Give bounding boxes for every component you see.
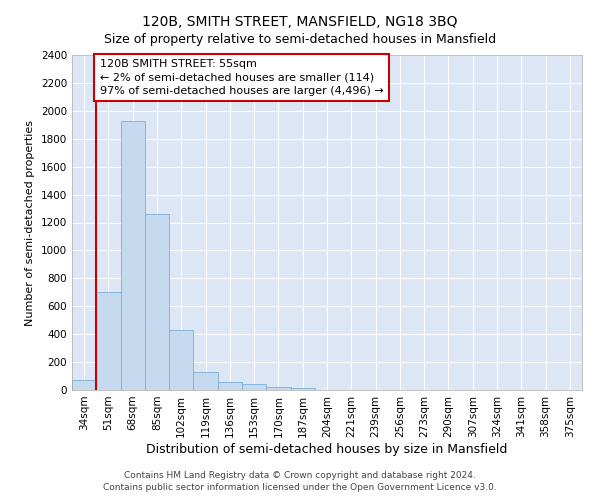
Bar: [242, 384, 266, 390]
Text: Contains HM Land Registry data © Crown copyright and database right 2024.
Contai: Contains HM Land Registry data © Crown c…: [103, 471, 497, 492]
Bar: [96, 292, 121, 390]
Bar: [266, 386, 290, 390]
Bar: [218, 382, 242, 390]
Bar: [72, 380, 96, 390]
X-axis label: Distribution of semi-detached houses by size in Mansfield: Distribution of semi-detached houses by …: [146, 442, 508, 456]
Bar: [169, 330, 193, 390]
Text: Size of property relative to semi-detached houses in Mansfield: Size of property relative to semi-detach…: [104, 32, 496, 46]
Y-axis label: Number of semi-detached properties: Number of semi-detached properties: [25, 120, 35, 326]
Bar: [193, 372, 218, 390]
Bar: [121, 120, 145, 390]
Text: 120B SMITH STREET: 55sqm
← 2% of semi-detached houses are smaller (114)
97% of s: 120B SMITH STREET: 55sqm ← 2% of semi-de…: [100, 59, 383, 96]
Text: 120B, SMITH STREET, MANSFIELD, NG18 3BQ: 120B, SMITH STREET, MANSFIELD, NG18 3BQ: [142, 15, 458, 29]
Bar: [145, 214, 169, 390]
Bar: [290, 388, 315, 390]
